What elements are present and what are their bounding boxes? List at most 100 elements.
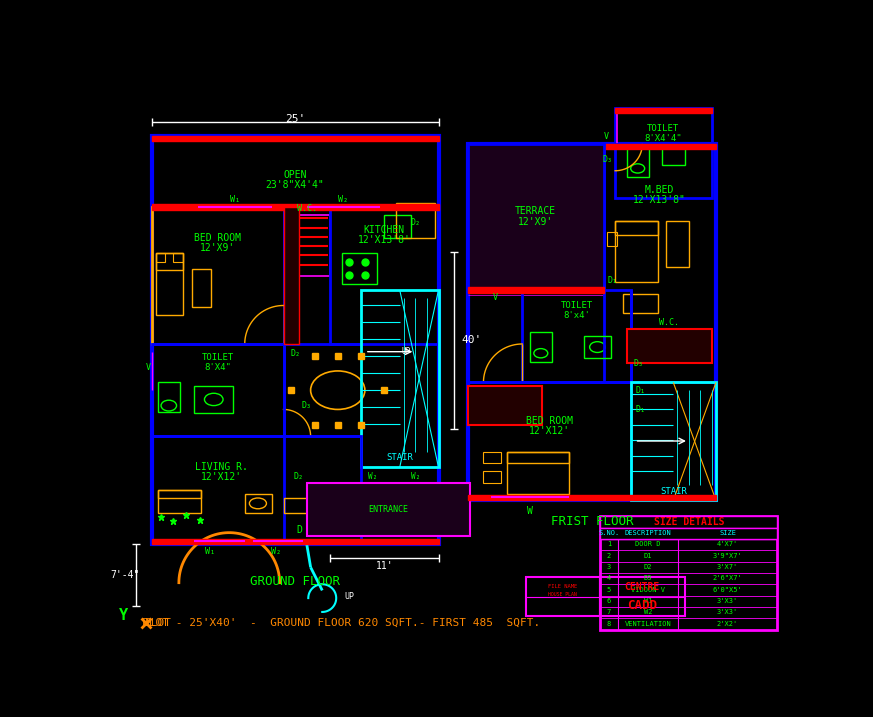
Bar xyxy=(468,386,541,425)
Text: ENTRANCE: ENTRANCE xyxy=(368,505,408,514)
Bar xyxy=(284,498,314,513)
Bar xyxy=(195,386,233,413)
Bar xyxy=(662,148,685,165)
Text: W2: W2 xyxy=(643,609,652,615)
Text: 12'X13'8': 12'X13'8' xyxy=(358,235,410,245)
Text: FRIST FLOOR: FRIST FLOOR xyxy=(551,516,633,528)
Text: W.C.: W.C. xyxy=(659,318,679,327)
Bar xyxy=(615,221,658,282)
Text: 11': 11' xyxy=(375,561,393,571)
Text: 12'X9': 12'X9' xyxy=(200,243,235,252)
Text: D3: D3 xyxy=(643,575,652,581)
Bar xyxy=(484,452,500,463)
Text: DOOR D: DOOR D xyxy=(635,541,661,547)
Bar xyxy=(361,290,438,467)
Bar xyxy=(608,232,616,246)
Text: 12'X13'8": 12'X13'8" xyxy=(633,195,686,205)
Bar xyxy=(468,495,716,500)
Text: 8: 8 xyxy=(607,621,611,627)
Text: 40': 40' xyxy=(462,335,482,345)
Bar xyxy=(468,144,716,149)
Text: 5: 5 xyxy=(607,587,611,593)
Text: 2'6"X7': 2'6"X7' xyxy=(712,575,742,581)
Bar xyxy=(484,471,500,483)
Bar xyxy=(158,382,180,412)
Bar xyxy=(284,207,299,344)
Text: PLOT: PLOT xyxy=(144,618,171,627)
Text: W₂: W₂ xyxy=(271,547,281,556)
Text: DESCRIPTION: DESCRIPTION xyxy=(624,531,671,536)
Text: M.BED: M.BED xyxy=(644,185,674,195)
Text: W₂: W₂ xyxy=(410,472,420,481)
Text: PLOT - 25'X40'  -  GROUND FLOOR 620 SQFT.- FIRST 485  SQFT.: PLOT - 25'X40' - GROUND FLOOR 620 SQFT.-… xyxy=(142,618,540,627)
Bar xyxy=(152,344,284,437)
Text: 8'X4": 8'X4" xyxy=(204,363,231,371)
Bar xyxy=(384,214,411,238)
Bar xyxy=(623,294,658,313)
Text: W₁: W₁ xyxy=(205,547,215,556)
Text: S.NO.: S.NO. xyxy=(598,531,620,536)
Text: 3'X3': 3'X3' xyxy=(717,609,739,615)
Text: 8'x4': 8'x4' xyxy=(563,311,590,320)
Text: 3'9"X7': 3'9"X7' xyxy=(712,553,742,559)
Text: 2'X2': 2'X2' xyxy=(717,621,739,627)
Text: D₃: D₃ xyxy=(302,401,312,410)
Text: STAIR: STAIR xyxy=(387,453,413,462)
Text: W₂: W₂ xyxy=(368,472,377,481)
Bar xyxy=(192,269,211,307)
Bar xyxy=(152,207,284,344)
Bar xyxy=(330,207,438,344)
Text: 3'X7': 3'X7' xyxy=(717,564,739,570)
Text: W: W xyxy=(527,506,533,516)
Text: 3: 3 xyxy=(607,564,611,570)
Text: 6: 6 xyxy=(607,598,611,604)
Text: TOILET: TOILET xyxy=(560,301,593,310)
Bar xyxy=(244,494,272,513)
Bar xyxy=(155,253,182,315)
Bar xyxy=(152,437,361,544)
Bar xyxy=(284,214,330,276)
Text: V: V xyxy=(492,293,498,303)
Text: CENTRE: CENTRE xyxy=(625,581,660,592)
Text: VENTILATION: VENTILATION xyxy=(624,621,671,627)
Bar xyxy=(468,287,603,293)
Text: HOUSE PLAN: HOUSE PLAN xyxy=(548,592,577,597)
Bar xyxy=(395,203,435,238)
Text: V: V xyxy=(603,132,608,141)
Text: TERRACE: TERRACE xyxy=(515,206,556,216)
Text: FILE NAME: FILE NAME xyxy=(548,584,577,589)
Text: GROUND FLOOR: GROUND FLOOR xyxy=(251,574,340,588)
Bar xyxy=(506,452,568,494)
Text: 12'X12': 12'X12' xyxy=(529,426,570,436)
Bar xyxy=(155,253,182,270)
Bar xyxy=(600,577,685,616)
Bar xyxy=(526,577,600,616)
Text: UP: UP xyxy=(402,347,410,356)
Bar xyxy=(530,333,552,361)
Text: 7: 7 xyxy=(607,609,611,615)
Bar xyxy=(615,221,658,234)
Text: 4'X7': 4'X7' xyxy=(717,541,739,547)
Text: UP: UP xyxy=(344,592,354,601)
Bar xyxy=(155,253,165,262)
Text: 1: 1 xyxy=(607,541,611,547)
Text: D₂: D₂ xyxy=(410,218,420,227)
Bar xyxy=(601,516,777,630)
Text: W.C.: W.C. xyxy=(297,204,317,213)
Bar xyxy=(152,538,438,544)
Bar xyxy=(152,136,438,141)
Bar xyxy=(468,382,630,500)
Text: D₂: D₂ xyxy=(294,472,304,481)
Bar xyxy=(341,253,376,284)
Bar xyxy=(306,483,470,536)
Text: VIDOON V: VIDOON V xyxy=(631,587,664,593)
Text: V: V xyxy=(146,363,150,371)
Text: OPEN: OPEN xyxy=(284,170,307,179)
Bar xyxy=(158,490,201,513)
Text: D₁: D₁ xyxy=(608,276,618,285)
Bar xyxy=(603,144,716,382)
Text: Y: Y xyxy=(119,608,127,623)
Text: CADD: CADD xyxy=(628,599,657,612)
Text: W1: W1 xyxy=(643,598,652,604)
Text: D₂: D₂ xyxy=(290,348,300,358)
